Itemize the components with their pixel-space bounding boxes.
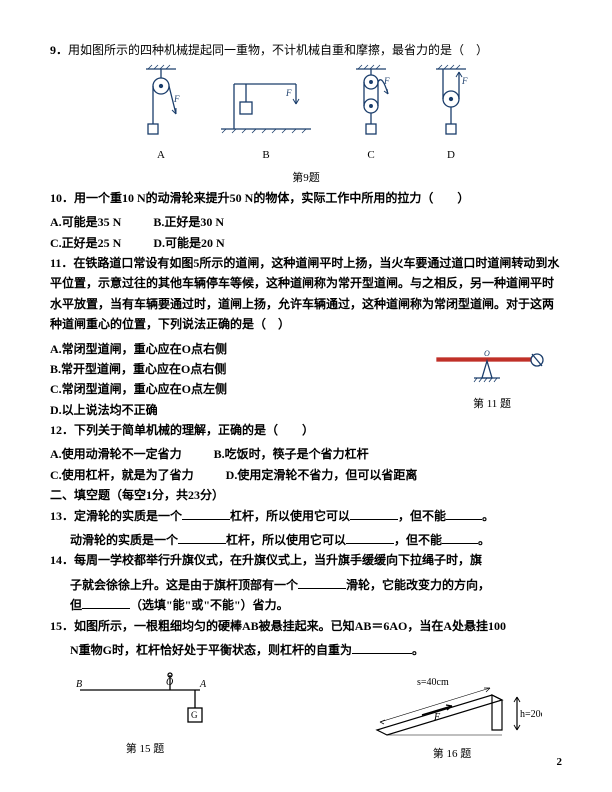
svg-text:A: A [199,679,207,690]
q14-line2: 子就会徐徐上升。这是由于旗杆顶部有一个滑轮，它能改变力的方向， [50,575,562,595]
svg-text:F: F [383,76,390,86]
q9-fig-a: F A [136,64,186,165]
blank [82,596,130,609]
svg-text:F: F [461,76,468,86]
q11-text: 在铁路道口常设有如图5所示的道闸，这种道闸平时上扬，当火车要通过道口时道闸转动到… [50,256,559,331]
q11-figure: O 第 11 题 [432,350,552,414]
svg-text:F: F [433,712,441,723]
q10-opt-c: C.正好是25 N [50,233,121,253]
q16-caption: 第 16 题 [362,745,542,764]
q12-opt-a: A.使用动滑轮不一定省力 [50,444,182,464]
q12-opt-c: C.使用杠杆，就是为了省力 [50,465,194,485]
question-12: 12．下列关于简单机械的理解，正确的是（ ） [50,420,562,440]
q14-line3: 但（选填"能"或"不能"）省力。 [50,595,562,615]
q12-text: 下列关于简单机械的理解，正确的是（ ） [74,423,314,437]
bottom-figures: B A O G 第 15 题 s=40cm F [50,670,562,764]
q10-num: 10． [50,191,74,205]
svg-text:O: O [484,350,490,358]
q10-opt-a: A.可能是35 N [50,212,121,232]
blank [352,641,412,654]
q10-options: A.可能是35 N B.正好是30 N [50,212,562,232]
q9-label-d: D [426,146,476,165]
s-label: s=40cm [417,677,449,688]
svg-text:B: B [76,679,82,690]
q15-caption: 第 15 题 [70,740,220,759]
q12-opt-b: B.吃饭时，筷子是个省力杠杆 [214,444,369,464]
q9-text: 用如图所示的四种机械提起同一重物，不计机械自重和摩擦，最省力的是（ ） [68,43,488,57]
section-2-header: 二、填空题（每空1分，共23分） [50,485,562,505]
svg-text:F: F [285,88,292,98]
question-13: 13．定滑轮的实质是一个杠杆，所以使用它可以，但不能。 [50,506,562,526]
q10-text: 用一个重10 N的动滑轮来提升50 N的物体，实际工作中所用的拉力（ ） [74,191,469,205]
q9-fig-d: F D [426,64,476,165]
question-15: 15．如图所示，一根粗细均匀的硬棒AB被悬挂起来。已知AB＝6AO，当在A处悬挂… [50,616,562,636]
blank [178,531,226,544]
q12-options2: C.使用杠杆，就是为了省力 D.使用定滑轮不省力，但可以省距离 [50,465,562,485]
q15-num: 15． [50,619,74,633]
svg-text:G: G [191,710,198,720]
q11-num: 11． [50,256,73,270]
q9-label-b: B [216,146,316,165]
question-14: 14．每周一学校都举行升旗仪式，在升旗仪式上，当升旗手缓缓向下拉绳子时，旗 [50,550,562,570]
blank [182,507,230,520]
q10-opt-d: D.可能是20 N [153,233,224,253]
blank [442,531,478,544]
q9-figures: F A F B [50,64,562,165]
q9-num: 9． [50,43,68,57]
q9-label-a: A [136,146,186,165]
q14-num: 14． [50,553,74,567]
q10-opt-b: B.正好是30 N [153,212,224,232]
q11-caption: 第 11 题 [432,395,552,414]
blank [350,507,398,520]
q13-num: 13． [50,509,74,523]
q9-caption: 第9题 [50,169,562,188]
q12-num: 12． [50,423,74,437]
question-10: 10．用一个重10 N的动滑轮来提升50 N的物体，实际工作中所用的拉力（ ） [50,188,562,208]
q15-line2: N重物G时，杠杆恰好处于平衡状态，则杠杆的自重为。 [50,640,562,660]
page-number: 2 [557,753,563,772]
q13-line2: 动滑轮的实质是一个杠杆，所以使用它可以，但不能。 [50,530,562,550]
blank [446,507,482,520]
q9-fig-b: F B [216,64,316,165]
q15-figure: B A O G 第 15 题 [70,670,220,764]
q9-label-c: C [346,146,396,165]
blank [346,531,394,544]
q10-options2: C.正好是25 N D.可能是20 N [50,233,562,253]
q16-figure: s=40cm F h=20cm 第 16 题 [362,670,542,764]
question-11: 11．在铁路道口常设有如图5所示的道闸，这种道闸平时上扬，当火车要通过道口时道闸… [50,253,562,335]
q9-fig-c: F C [346,64,396,165]
q12-options: A.使用动滑轮不一定省力 B.吃饭时，筷子是个省力杠杆 [50,444,562,464]
svg-text:F: F [173,94,180,104]
h-label: h=20cm [520,709,542,720]
q12-opt-d: D.使用定滑轮不省力，但可以省距离 [226,465,418,485]
blank [298,576,346,589]
question-9: 9．用如图所示的四种机械提起同一重物，不计机械自重和摩擦，最省力的是（ ） [50,40,562,60]
